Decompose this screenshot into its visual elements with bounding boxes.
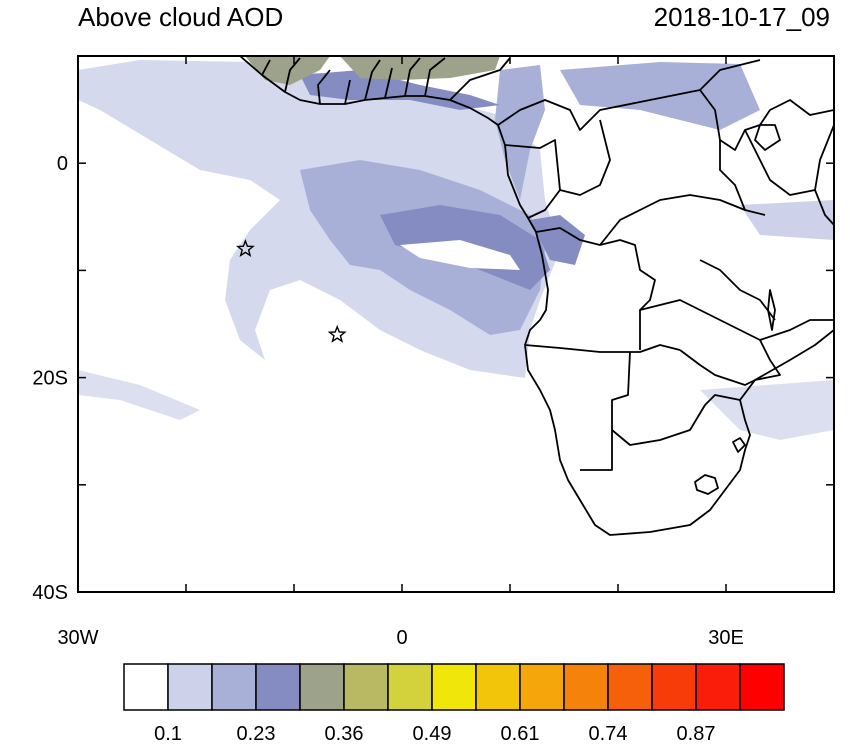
lon-tick-label: 30E bbox=[708, 627, 744, 649]
aod-field-olive bbox=[340, 56, 500, 80]
lat-tick-label: 40S bbox=[32, 582, 68, 604]
country-border bbox=[699, 89, 834, 151]
country-border bbox=[611, 394, 741, 446]
lon-tick-label: 0 bbox=[396, 627, 407, 649]
star-marker bbox=[327, 324, 347, 343]
country-border bbox=[535, 227, 656, 350]
colorbar-label: 0.23 bbox=[237, 723, 276, 745]
colorbar-label: 0.1 bbox=[154, 723, 182, 745]
markers bbox=[235, 238, 347, 343]
country-border bbox=[639, 299, 834, 341]
country-border bbox=[580, 351, 631, 471]
colorbar-box bbox=[519, 663, 565, 711]
country-border bbox=[559, 119, 611, 196]
country-border bbox=[679, 349, 756, 386]
colorbar-label: 0.49 bbox=[413, 723, 452, 745]
country-border bbox=[599, 194, 766, 246]
colorbar-box bbox=[123, 663, 169, 711]
map-timestamp: 2018-10-17_09 bbox=[653, 2, 830, 32]
colorbar-box bbox=[475, 663, 521, 711]
colorbar-box bbox=[387, 663, 433, 711]
map-frame bbox=[77, 55, 835, 593]
colorbar-box bbox=[211, 663, 257, 711]
country-border bbox=[694, 474, 719, 495]
aod-field-dark bbox=[530, 215, 585, 265]
colorbar: 0.1 0.23 0.36 0.49 0.61 0.74 0.87 bbox=[123, 663, 785, 745]
star-marker bbox=[235, 238, 255, 258]
coastline bbox=[497, 124, 834, 536]
lake-outline bbox=[754, 124, 781, 151]
axis-ticks bbox=[77, 55, 835, 593]
lat-tick-label: 0 bbox=[57, 153, 68, 175]
colorbar-label: 0.87 bbox=[677, 723, 716, 745]
axis-labels: 30W 0 30E 0 20S 40S bbox=[32, 153, 743, 649]
colorbar-box bbox=[299, 663, 345, 711]
colorbar-box bbox=[651, 663, 697, 711]
colorbar-label: 0.61 bbox=[501, 723, 540, 745]
country-border bbox=[744, 129, 816, 196]
colorbar-box bbox=[695, 663, 741, 711]
colorbar-box bbox=[563, 663, 609, 711]
colorbar-box bbox=[255, 663, 301, 711]
colorbar-label: 0.36 bbox=[325, 723, 364, 745]
aod-field-light bbox=[740, 200, 834, 240]
country-border bbox=[261, 57, 511, 105]
colorbar-box bbox=[431, 663, 477, 711]
lon-tick-label: 30W bbox=[57, 627, 98, 649]
lake-outline bbox=[767, 289, 776, 331]
aod-field-light bbox=[78, 370, 200, 420]
coastline-borders bbox=[239, 56, 834, 536]
lat-tick-label: 20S bbox=[32, 368, 68, 390]
country-border bbox=[497, 59, 761, 131]
country-border bbox=[732, 437, 746, 453]
colorbar-box bbox=[607, 663, 653, 711]
country-border bbox=[504, 139, 561, 219]
country-border bbox=[719, 140, 746, 211]
colorbar-box bbox=[343, 663, 389, 711]
country-border bbox=[699, 259, 776, 321]
country-border bbox=[754, 339, 781, 381]
country-border bbox=[524, 344, 681, 353]
colorbar-box bbox=[739, 663, 785, 711]
aod-field-light bbox=[700, 380, 834, 440]
map-title: Above cloud AOD bbox=[78, 2, 284, 32]
coastline bbox=[239, 56, 499, 126]
aod-field-clear bbox=[400, 240, 520, 270]
aod-field bbox=[78, 56, 834, 440]
colorbar-box bbox=[167, 663, 213, 711]
colorbar-label: 0.74 bbox=[589, 723, 628, 745]
